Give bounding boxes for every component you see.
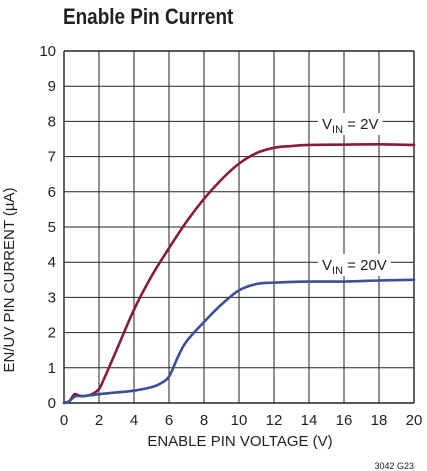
x-tick-label: 0 xyxy=(60,412,68,429)
x-tick-label: 8 xyxy=(200,412,208,429)
x-tick-label: 16 xyxy=(336,412,353,429)
y-axis-label: EN/UV PIN CURRENT (µA) xyxy=(1,187,18,372)
y-tick-label: 9 xyxy=(48,78,56,95)
x-tick-label: 10 xyxy=(231,412,248,429)
x-axis-label: ENABLE PIN VOLTAGE (V) xyxy=(147,433,332,450)
series-labels: VIN = 2V VIN = 20V xyxy=(318,113,391,277)
y-tick-label: 8 xyxy=(48,113,56,130)
y-tick-label: 3 xyxy=(48,289,56,306)
series-lines xyxy=(62,142,416,405)
x-tick-label: 14 xyxy=(301,412,318,429)
series-label-2: VIN = 20V xyxy=(322,257,387,277)
y-tick-label: 1 xyxy=(48,360,56,377)
x-tick-labels: 0 2 4 6 8 10 12 14 16 18 20 xyxy=(60,412,423,429)
figure-note: 3042 G23 xyxy=(374,461,414,471)
series-label-1: VIN = 2V xyxy=(322,116,378,136)
series-line-2 xyxy=(62,278,416,405)
y-tick-label: 10 xyxy=(39,43,56,60)
y-tick-label: 0 xyxy=(48,395,56,412)
y-tick-labels: 0 1 2 3 4 5 6 7 8 9 10 xyxy=(39,43,56,412)
chart-title: Enable Pin Current xyxy=(63,4,234,29)
x-tick-label: 4 xyxy=(130,412,138,429)
x-tick-label: 18 xyxy=(371,412,388,429)
x-tick-label: 12 xyxy=(266,412,283,429)
y-tick-label: 5 xyxy=(48,219,56,236)
x-tick-label: 6 xyxy=(165,412,173,429)
y-tick-label: 4 xyxy=(48,254,56,271)
y-tick-label: 7 xyxy=(48,149,56,166)
y-tick-label: 2 xyxy=(48,325,56,342)
series-label-background xyxy=(318,113,383,135)
series-label-background xyxy=(318,254,391,276)
x-tick-label: 2 xyxy=(95,412,103,429)
y-tick-label: 6 xyxy=(48,184,56,201)
x-tick-label: 20 xyxy=(406,412,423,429)
